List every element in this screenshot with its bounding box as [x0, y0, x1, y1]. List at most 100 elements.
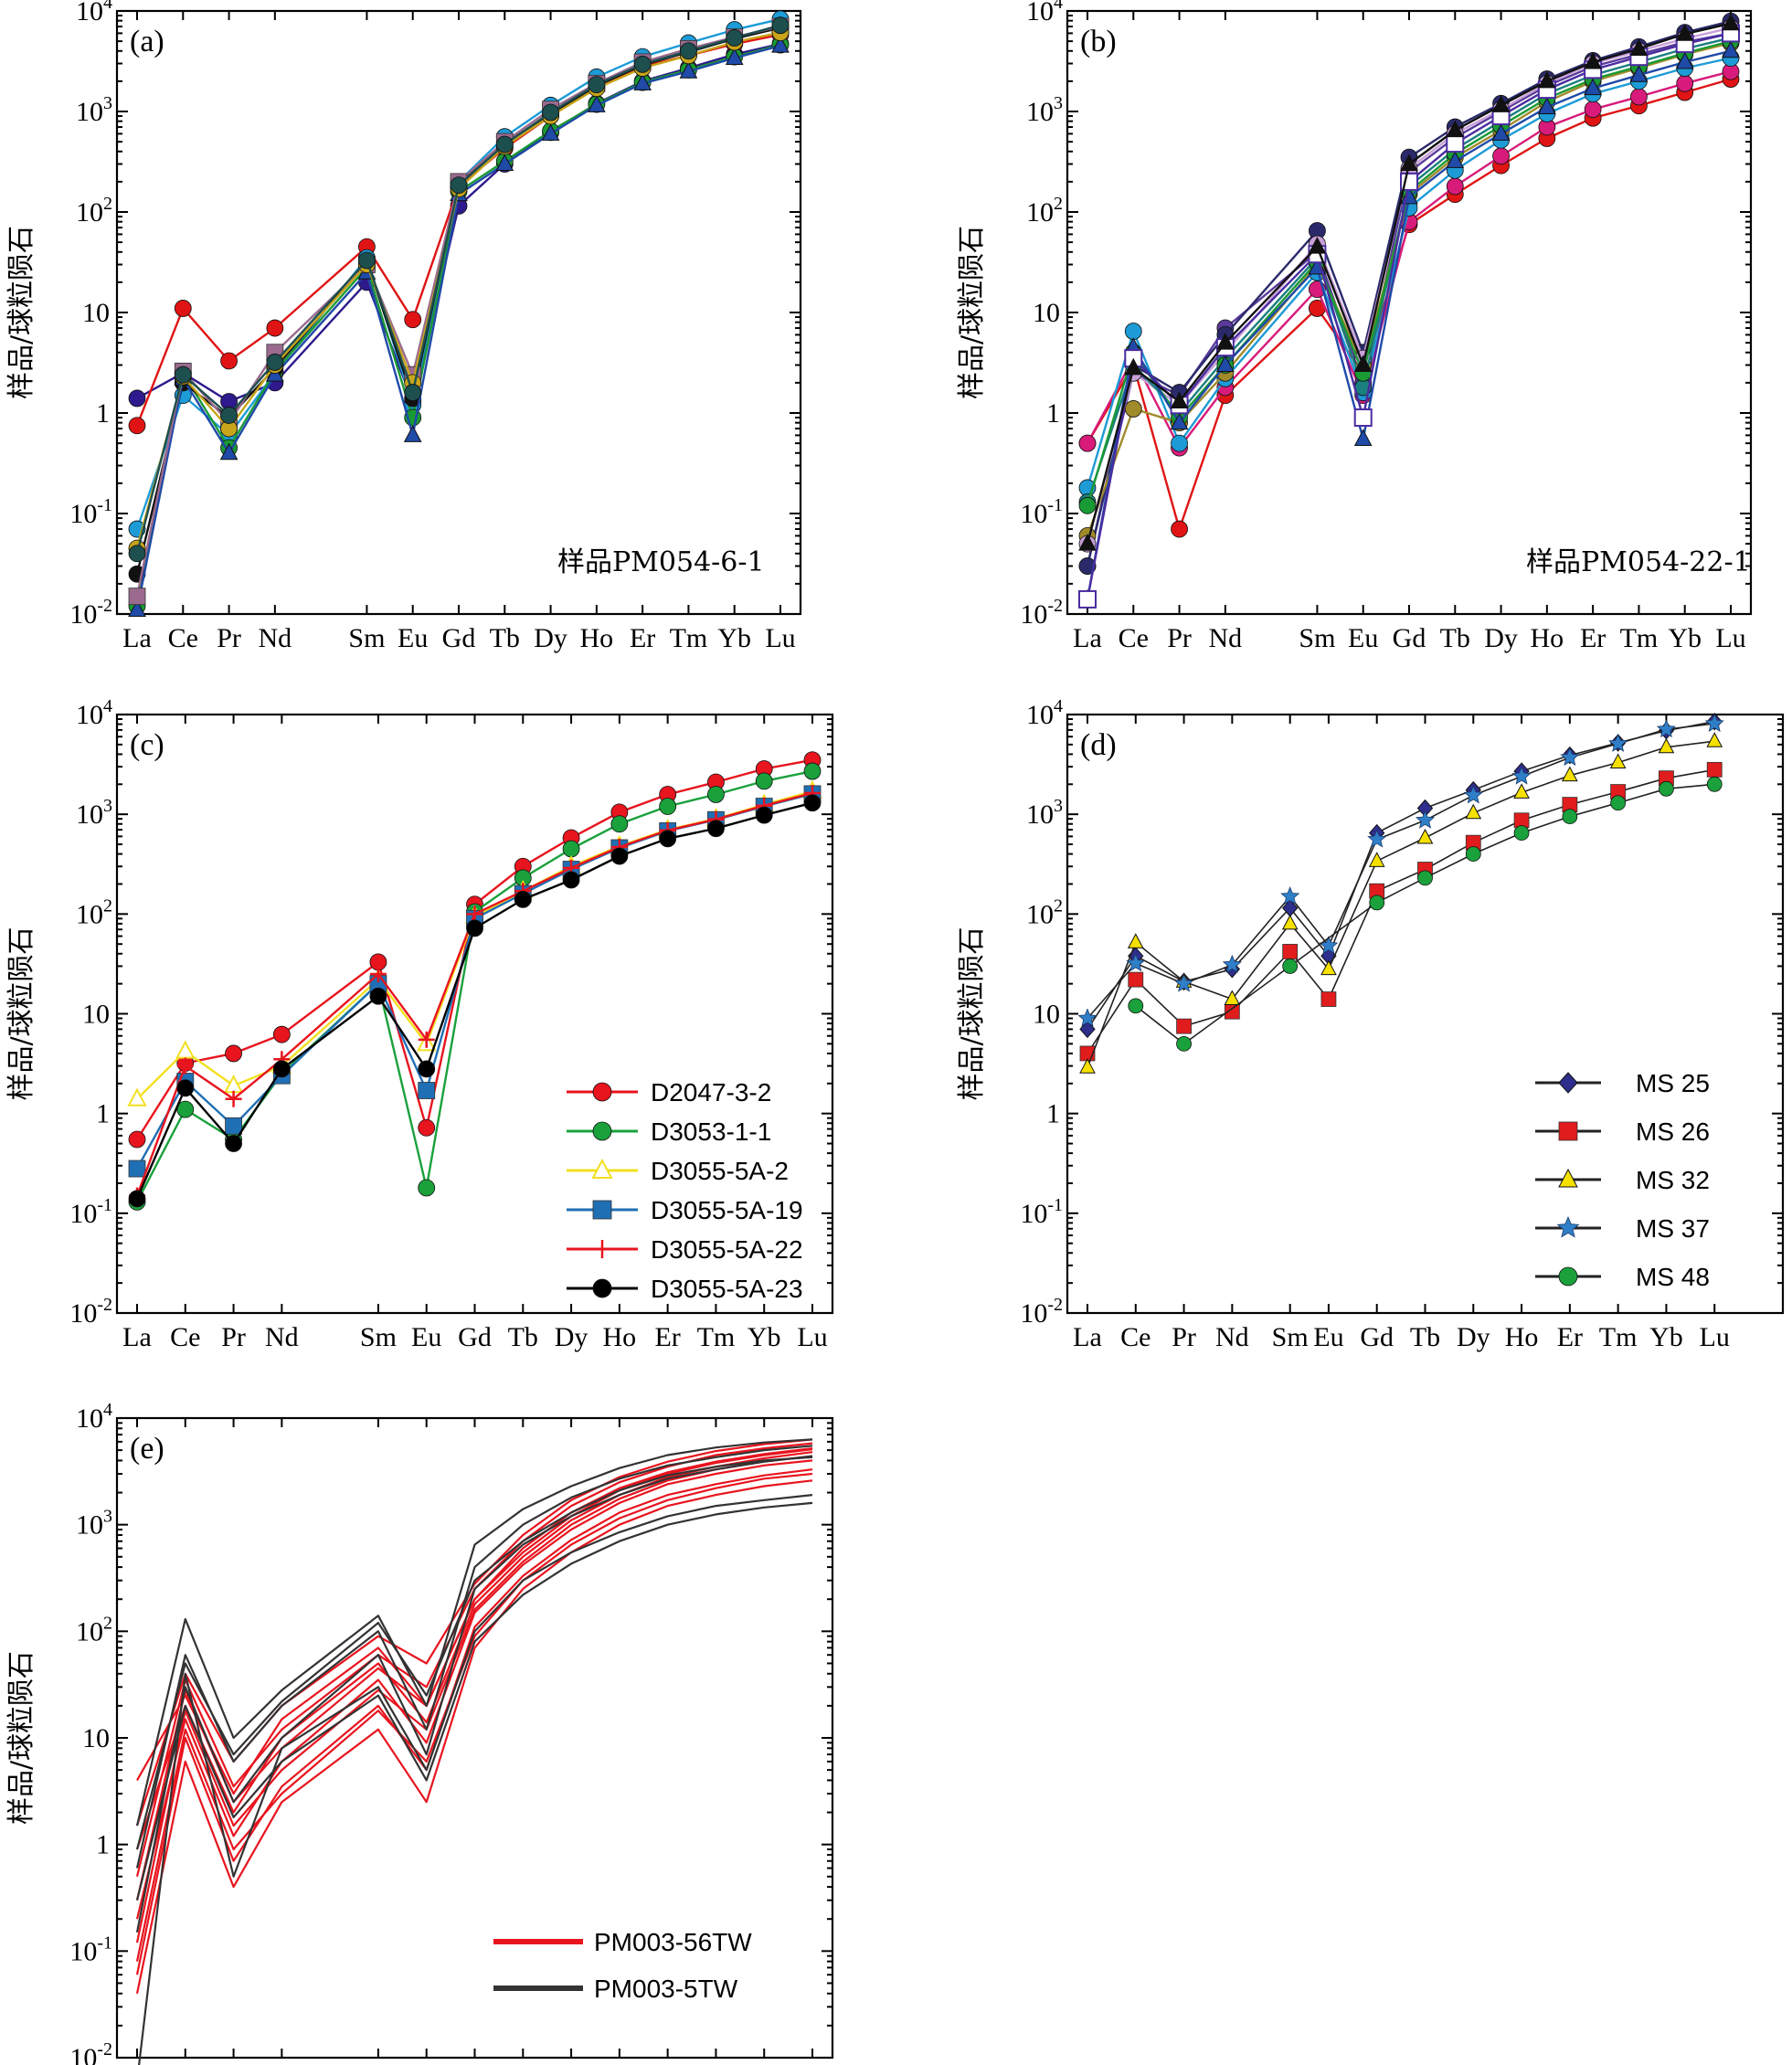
data-point	[592, 1278, 612, 1298]
series-line	[135, 26, 781, 575]
y-axis: 10-2 10-1 1 10 102 103 104	[1020, 0, 1751, 630]
x-tick-label: Tb	[508, 1322, 538, 1352]
data-point	[1079, 1020, 1096, 1039]
y-tick-label: 10-2	[69, 1295, 112, 1329]
data-point	[755, 806, 773, 824]
data-point	[1658, 737, 1675, 754]
legend: MS 25 MS 26 MS 32 MS 37 MS 48	[1535, 1069, 1710, 1291]
y-tick-label: 10	[1033, 298, 1060, 328]
data-point	[1170, 391, 1189, 408]
data-point	[1078, 589, 1097, 609]
y-axis-label: 样品/球粒陨石	[5, 927, 37, 1100]
data-point	[128, 1190, 146, 1208]
data-point	[1078, 496, 1097, 514]
data-point	[1609, 753, 1627, 769]
x-tick-label: Ho	[580, 623, 614, 653]
legend-label: MS 25	[1636, 1069, 1710, 1097]
data-point	[1171, 520, 1188, 538]
data-point	[1222, 954, 1242, 973]
series-line	[135, 31, 781, 549]
data-point	[1513, 783, 1530, 799]
data-point	[1629, 38, 1649, 56]
panel-label: (d)	[1080, 728, 1117, 762]
series-line	[1087, 740, 1715, 1068]
chart-panel-a: 10-2 10-1 1 10 102 103 104 样品/球粒陨石 La Ce Pr Nd Sm Eu G…	[5, 0, 802, 653]
x-tick-label: Er	[630, 623, 655, 653]
y-tick-label: 102	[1026, 194, 1063, 228]
y-tick-label: 1	[96, 1099, 110, 1129]
y-tick-label: 103	[76, 1507, 112, 1541]
data-point	[1676, 74, 1694, 92]
y-tick-label: 10-1	[69, 1933, 112, 1966]
data-point	[495, 135, 514, 154]
data-point	[1282, 944, 1299, 959]
legend-label: MS 48	[1636, 1263, 1710, 1291]
x-tick-label: Gd	[1360, 1322, 1394, 1352]
data-point	[1369, 895, 1385, 911]
data-point	[418, 1179, 436, 1197]
series-group	[128, 10, 790, 617]
data-point	[707, 820, 725, 838]
x-tick-label: Tb	[1440, 623, 1470, 653]
data-point	[219, 442, 239, 461]
data-point	[1722, 13, 1740, 31]
data-point	[418, 1118, 436, 1137]
x-axis: La Ce Pr Nd Sm Eu Gd Tb Dy Ho Er Tm Yb Lu	[122, 715, 828, 1352]
y-tick-label: 10	[82, 1723, 110, 1753]
data-point	[592, 1200, 612, 1220]
data-point	[1174, 973, 1194, 992]
data-point	[1176, 1018, 1192, 1034]
y-tick-label: 10-2	[69, 596, 112, 630]
data-point	[1417, 870, 1433, 886]
data-point	[1706, 732, 1723, 747]
data-point	[1630, 88, 1648, 106]
data-point	[450, 176, 468, 195]
x-tick-label: Eu	[411, 1322, 441, 1352]
data-point	[1556, 1215, 1580, 1238]
chart-panel-e: 10-2 10-1 1 10 102 103 104 样品/球粒陨石 LaCePrNdSmEuG…	[5, 1400, 834, 2065]
x-tick-label: La	[122, 623, 152, 653]
data-point	[266, 354, 284, 371]
y-tick-label: 102	[1026, 895, 1063, 929]
x-tick-label: Dy	[1457, 1322, 1490, 1352]
data-point	[771, 16, 790, 35]
data-point	[1416, 810, 1435, 829]
data-point	[466, 919, 483, 937]
data-point	[1446, 151, 1465, 168]
data-point	[1659, 780, 1674, 797]
y-axis: 10-2 10-1 1 10 102 103 104	[69, 696, 832, 1329]
x-tick-label: Ce	[168, 623, 198, 653]
series-line	[135, 792, 813, 1170]
x-tick-label: Ho	[1531, 623, 1564, 653]
data-point	[803, 794, 822, 812]
y-axis-label: 样品/球粒陨石	[5, 226, 37, 399]
y-axis-label: 样品/球粒陨石	[956, 226, 988, 399]
x-tick-label: Sm	[348, 623, 385, 653]
y-axis-label: 样品/球粒陨石	[5, 1651, 37, 1825]
data-point	[1584, 101, 1602, 119]
x-tick-label: Dy	[534, 623, 567, 653]
y-tick-label: 104	[76, 1400, 112, 1434]
legend-label: D3055-5A-23	[651, 1275, 803, 1303]
data-point	[1558, 1121, 1578, 1141]
data-point	[1491, 123, 1511, 141]
y-axis: 10-2 10-1 1 10 102 103 104	[1020, 696, 1783, 1329]
data-point	[1128, 998, 1144, 1014]
data-point	[1558, 1266, 1578, 1287]
y-tick-label: 103	[76, 796, 112, 830]
legend-label: D3055-5A-22	[651, 1235, 803, 1264]
data-point	[1353, 429, 1373, 447]
data-point	[1216, 333, 1235, 350]
x-tick-label: Tm	[1599, 1322, 1638, 1352]
series-line	[1087, 720, 1715, 1030]
data-point	[1320, 991, 1337, 1007]
data-point	[1538, 70, 1556, 89]
series-line	[138, 1494, 813, 2065]
data-point	[1492, 147, 1510, 165]
data-point	[225, 1044, 242, 1063]
data-point	[127, 1087, 147, 1107]
y-tick-label: 102	[76, 895, 112, 929]
y-tick-label: 10	[82, 1000, 110, 1030]
x-tick-label: Ce	[170, 1322, 200, 1352]
data-point	[591, 1158, 613, 1179]
